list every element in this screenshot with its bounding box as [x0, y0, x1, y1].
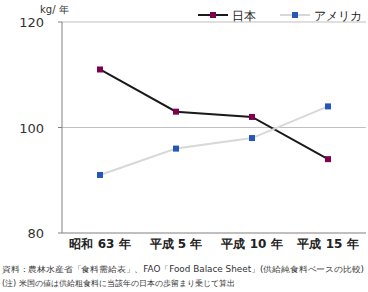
marker: [173, 109, 179, 115]
marker: [97, 66, 103, 72]
axis-label: kg/ 年: [40, 4, 69, 15]
legend-marker: [210, 12, 216, 18]
category-label: 昭和 63 年: [69, 237, 130, 251]
marker: [249, 114, 255, 120]
tick-mark: [58, 22, 62, 23]
x-axis: [62, 233, 366, 234]
tick-mark: [58, 127, 62, 128]
tick-mark: [58, 233, 62, 234]
plot-area: [97, 66, 331, 178]
marker: [249, 135, 255, 141]
marker: [97, 172, 103, 178]
legend-label: アメリカ: [314, 9, 362, 23]
series-line: [100, 106, 328, 175]
note: (注) 米国の値は供給粗食料に当該年の日本の歩留まり乗じて算出: [2, 279, 235, 288]
chart: 80 100 120kg/ 年昭和 63 年 平成 5 年 平成 10 年平成 15 年…: [0, 0, 368, 292]
tick-label: 120: [19, 15, 44, 30]
y-axis: [62, 22, 63, 233]
legend: 日本 アメリカ: [198, 9, 362, 23]
marker: [325, 103, 331, 109]
source: 資料：農林水産省「食料需給表」、FAO「Food Balace Sheet」(供…: [2, 265, 364, 274]
category-label: 平成 15 年: [296, 237, 358, 251]
legend-marker: [292, 12, 298, 18]
category-label: 平成 10 年: [220, 237, 282, 251]
marker: [325, 156, 331, 162]
marker: [173, 146, 179, 152]
grid-line: [62, 127, 366, 128]
tick-label: 100: [19, 121, 44, 136]
legend-label: 日本: [232, 9, 256, 23]
tick-label: 80: [27, 226, 44, 241]
category-label: 平成 5 年: [149, 237, 203, 251]
series-line: [100, 69, 328, 159]
